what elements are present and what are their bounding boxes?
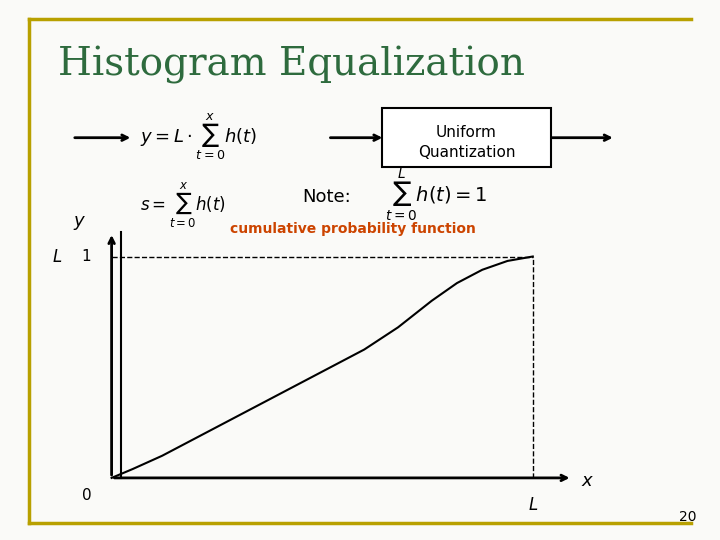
Text: x: x bbox=[582, 471, 592, 490]
Text: 1: 1 bbox=[81, 249, 91, 264]
Text: Histogram Equalization: Histogram Equalization bbox=[58, 46, 525, 84]
Text: 0: 0 bbox=[81, 488, 91, 503]
Text: $y = L \cdot \sum_{t=0}^{x} h(t)$: $y = L \cdot \sum_{t=0}^{x} h(t)$ bbox=[140, 111, 258, 161]
FancyBboxPatch shape bbox=[382, 108, 551, 167]
Text: L: L bbox=[53, 247, 62, 266]
Text: cumulative probability function: cumulative probability function bbox=[230, 222, 476, 237]
Text: $\sum_{t=0}^{L} h(t) = 1$: $\sum_{t=0}^{L} h(t) = 1$ bbox=[385, 166, 487, 222]
Text: Quantization: Quantization bbox=[418, 145, 516, 160]
Text: 20: 20 bbox=[679, 510, 696, 524]
Text: $s = \sum_{t=0}^{x} h(t)$: $s = \sum_{t=0}^{x} h(t)$ bbox=[140, 180, 226, 230]
Text: y: y bbox=[74, 212, 84, 231]
Text: L: L bbox=[528, 496, 537, 514]
Text: Note:: Note: bbox=[302, 188, 351, 206]
Text: Uniform: Uniform bbox=[436, 125, 497, 140]
